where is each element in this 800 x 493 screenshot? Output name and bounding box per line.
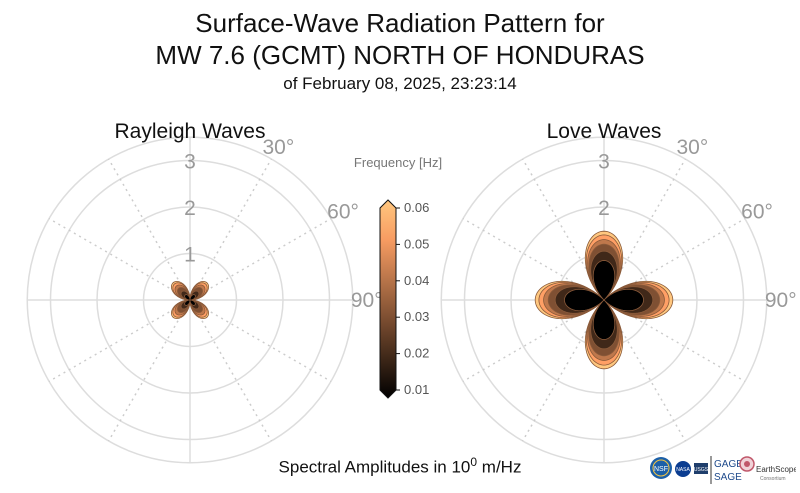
amplitude-exponent: 0 <box>470 455 478 469</box>
colorbar-tick-label: 0.03 <box>404 309 429 324</box>
radiation-lobe <box>184 294 196 306</box>
angle-tick-label: 60° <box>741 201 773 224</box>
angle-tick-label: 90° <box>351 289 383 312</box>
amplitude-label-prefix: Spectral Amplitudes in 10 <box>278 457 471 477</box>
colorbar-tick-label: 0.01 <box>404 382 429 397</box>
earthscope-logo: EarthScope Consortium <box>739 456 796 482</box>
gage-sage-logo: GAGE SAGE <box>710 456 743 484</box>
amplitude-label-suffix: m/Hz <box>477 457 522 477</box>
usgs-logo-text: USGS <box>694 467 709 473</box>
colorbar-title: Frequency [Hz] <box>354 155 442 170</box>
chart-title-line1: Surface-Wave Radiation Pattern for <box>195 8 605 38</box>
colorbar-bar <box>379 199 397 399</box>
nsf-logo-text: NSF <box>654 466 668 473</box>
colorbar-tick-label: 0.02 <box>404 346 429 361</box>
amplitude-label: Spectral Amplitudes in 100 m/Hz <box>0 455 800 478</box>
radial-tick-label: 1 <box>184 244 196 267</box>
usgs-logo: USGS <box>694 463 709 474</box>
sage-text: SAGE <box>714 472 742 483</box>
angle-tick-label: 30° <box>262 136 294 159</box>
chart-subtitle: of February 08, 2025, 23:23:14 <box>283 74 517 93</box>
angle-tick-label: 60° <box>327 201 359 224</box>
colorbar: Frequency [Hz] 0.06 0.05 0.04 0.03 0.02 0.01 <box>354 155 442 399</box>
nsf-logo: NSF <box>650 457 672 479</box>
radiation-lobe <box>564 260 644 340</box>
gage-text: GAGE <box>714 459 743 470</box>
love-panel-title: Love Waves <box>547 120 662 143</box>
nasa-logo: NASA <box>675 461 691 477</box>
angle-tick-label: 30° <box>676 136 708 159</box>
radial-tick-label: 3 <box>598 151 610 174</box>
colorbar-tick-label: 0.04 <box>404 273 429 288</box>
radial-tick-label: 3 <box>184 151 196 174</box>
consortium-text: Consortium <box>760 476 786 482</box>
rayleigh-panel-title: Rayleigh Waves <box>115 120 266 143</box>
radial-tick-label: 2 <box>598 197 610 220</box>
logo-strip: NSF NASA USGS GAGE SAGE EarthScope Conso… <box>648 452 796 488</box>
angle-tick-label: 90° <box>765 289 797 312</box>
colorbar-tick-label: 0.05 <box>404 236 429 251</box>
rayleigh-panel: 1 2 3 30° 60° 90° <box>26 136 383 464</box>
chart-title-line2: MW 7.6 (GCMT) NORTH OF HONDURAS <box>155 40 645 70</box>
nasa-logo-text: NASA <box>676 467 690 473</box>
colorbar-tick-label: 0.06 <box>404 200 429 215</box>
radial-tick-label: 2 <box>184 197 196 220</box>
earthscope-text: EarthScope <box>756 465 796 474</box>
